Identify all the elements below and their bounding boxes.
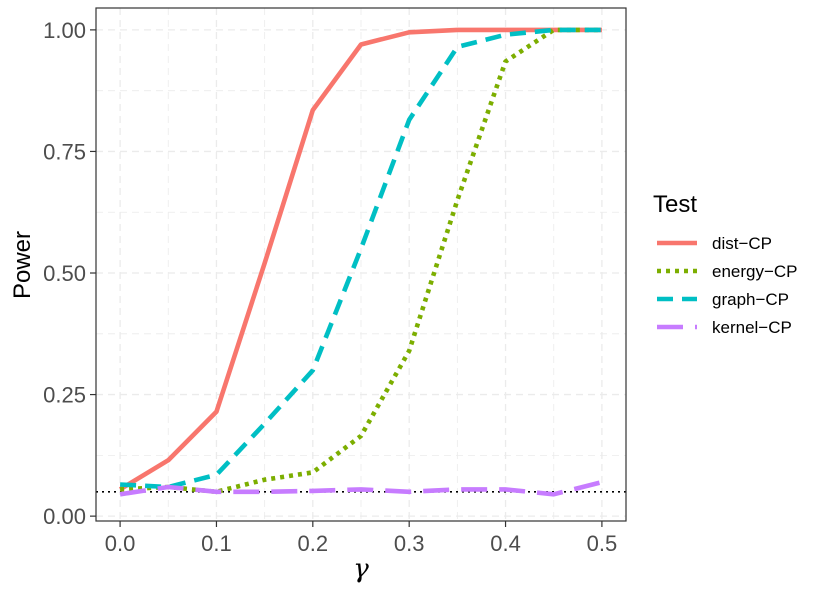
- legend-label-2: graph−CP: [712, 290, 789, 309]
- y-tick-label: 0.50: [43, 261, 86, 286]
- x-tick-label: 0.5: [587, 531, 618, 556]
- series-layer: [118, 27, 603, 497]
- legend-label-0: dist−CP: [712, 234, 772, 253]
- series-line-2: [119, 27, 602, 490]
- x-axis-title: γ: [353, 554, 369, 584]
- legend-label-3: kernel−CP: [712, 318, 792, 337]
- legend-label-1: energy−CP: [712, 262, 798, 281]
- legend-title: Test: [653, 191, 697, 218]
- x-tick-label: 0.0: [105, 531, 136, 556]
- x-tick-label: 0.1: [201, 531, 232, 556]
- y-tick-label: 0.75: [43, 139, 86, 164]
- series-line-3: [119, 479, 603, 497]
- series-line-0: [118, 27, 602, 492]
- grid-major: [96, 8, 626, 521]
- y-tick-label: 0.25: [43, 383, 86, 408]
- series-line-1: [119, 27, 602, 495]
- y-tick-label: 0.00: [43, 504, 86, 529]
- x-tick-label: 0.4: [490, 531, 521, 556]
- x-tick-label: 0.2: [298, 531, 329, 556]
- y-axis-ticks: 0.00 0.25 0.50 0.75 1.00: [43, 18, 96, 529]
- x-tick-label: 0.3: [394, 531, 425, 556]
- panel-border: [95, 7, 627, 522]
- y-axis-title: Power: [9, 231, 36, 299]
- y-tick-label: 1.00: [43, 18, 86, 43]
- legend-items: dist−CP energy−CP graph−CP kernel−CP: [657, 234, 798, 337]
- legend: Test dist−CP energy−CP graph−CP kernel−CP: [653, 191, 798, 337]
- x-axis-ticks: 0.0 0.1 0.2 0.3 0.4 0.5: [105, 521, 617, 556]
